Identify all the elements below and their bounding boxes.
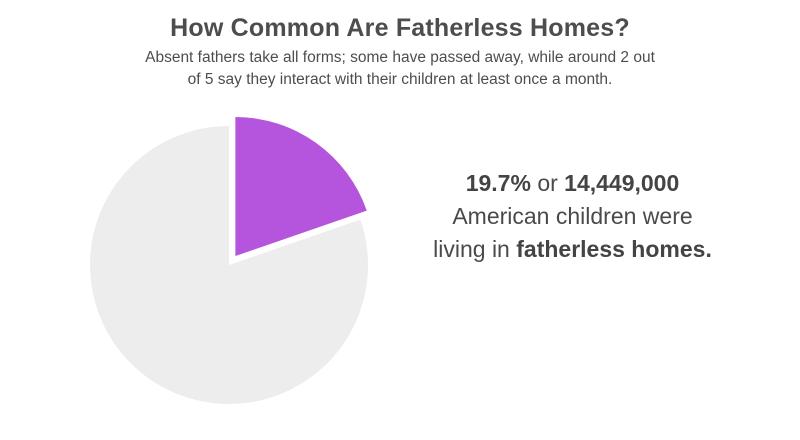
callout-line-3: living in fatherless homes.: [400, 233, 745, 266]
stat-callout: 19.7% or 14,449,000 American children we…: [400, 167, 745, 266]
callout-line-1: 19.7% or 14,449,000: [400, 167, 745, 200]
pie-slice-1: [235, 117, 367, 257]
callout-line-3-prefix: living in: [433, 236, 510, 262]
subtitle-line-2: of 5 say they interact with their childr…: [187, 71, 613, 88]
callout-count: 14,449,000: [564, 170, 680, 196]
callout-connector: or: [537, 170, 558, 196]
callout-percent: 19.7%: [465, 170, 531, 196]
chart-title: How Common Are Fatherless Homes?: [170, 14, 630, 42]
callout-line-3-bold: fatherless homes.: [516, 236, 712, 262]
callout-line-2: American children were: [452, 203, 693, 229]
chart-subtitle: Absent fathers take all forms; some have…: [100, 47, 700, 91]
subtitle-line-1: Absent fathers take all forms; some have…: [145, 49, 655, 66]
pie-slice-2: [90, 126, 369, 404]
